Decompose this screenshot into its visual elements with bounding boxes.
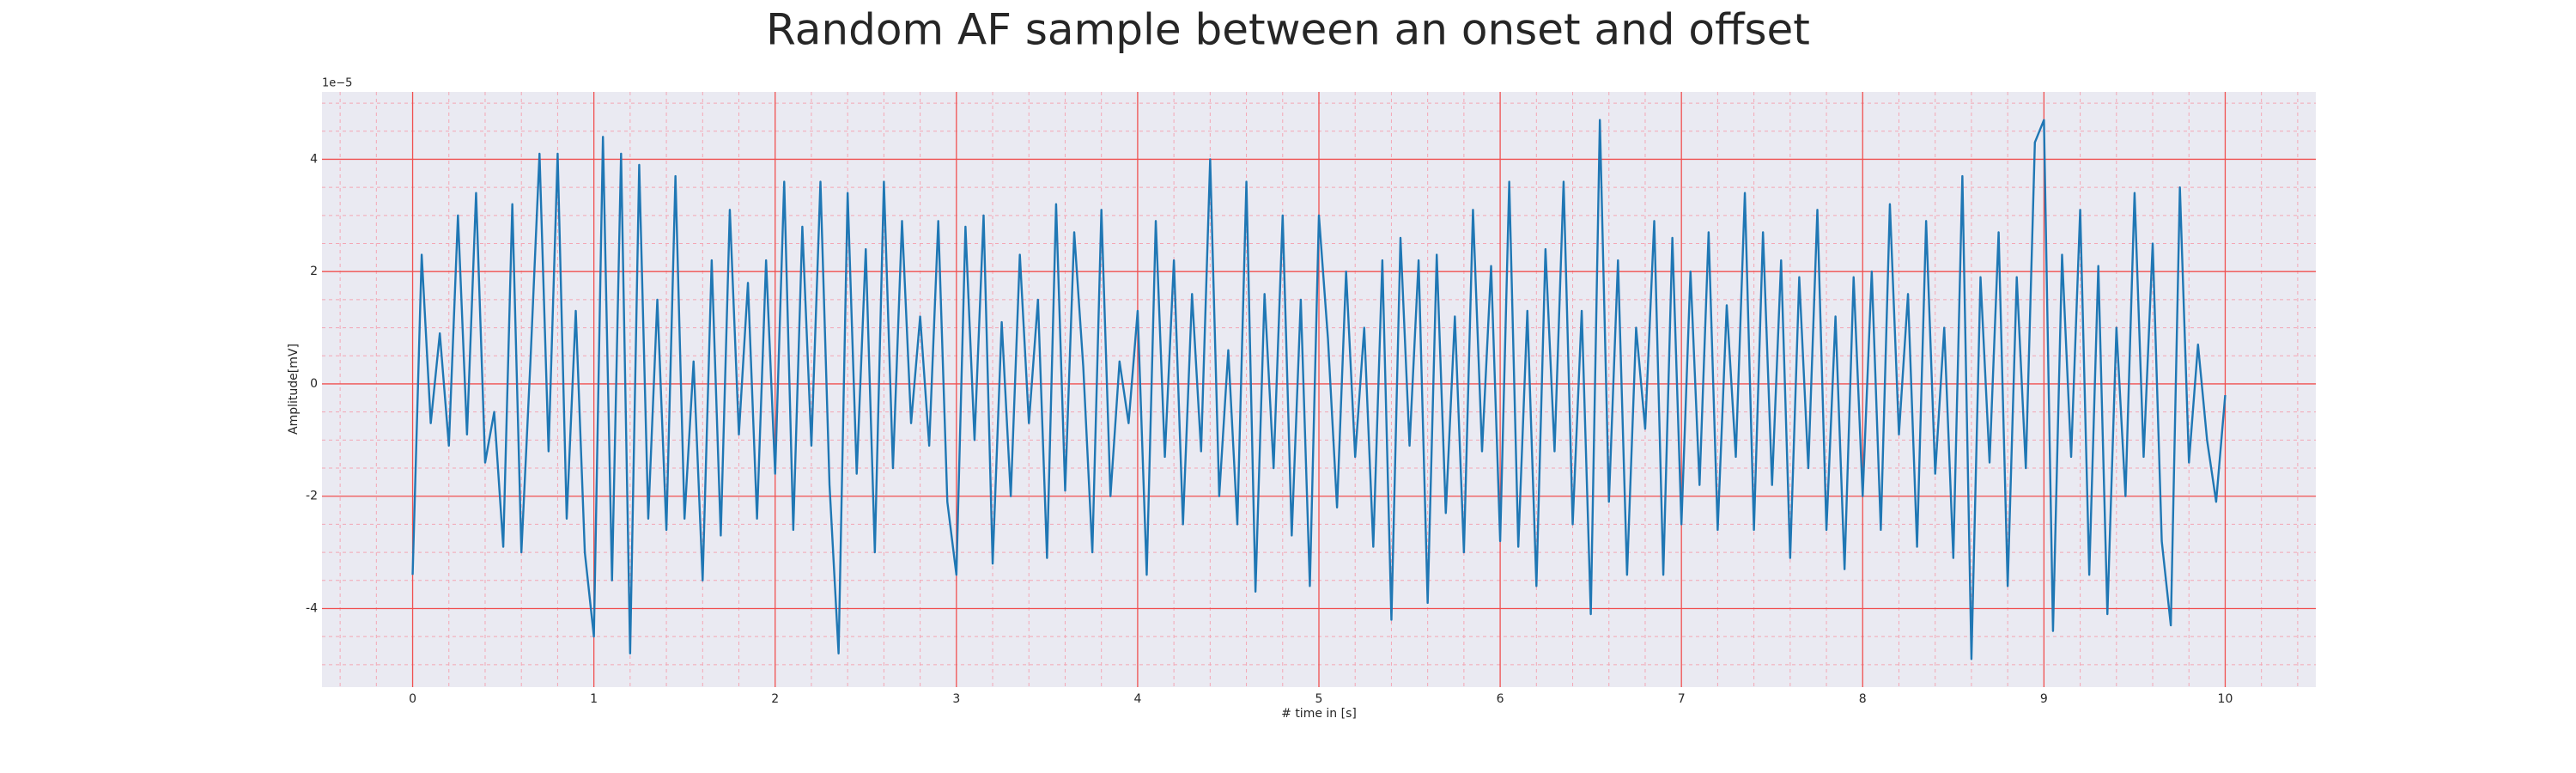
- x-axis-label: # time in [s]: [1281, 707, 1357, 721]
- x-tick-label: 10: [2218, 692, 2233, 706]
- x-tick-label: 2: [771, 692, 779, 706]
- x-tick-label: 4: [1133, 692, 1141, 706]
- x-tick-label: 1: [590, 692, 598, 706]
- y-tick-label: 2: [310, 265, 318, 278]
- x-tick-label: 3: [952, 692, 960, 706]
- x-tick-label: 8: [1859, 692, 1867, 706]
- x-tick-label: 9: [2040, 692, 2048, 706]
- y-tick-label: 4: [310, 152, 318, 166]
- y-tick-label: 0: [310, 377, 318, 391]
- chart-title: Random AF sample between an onset and of…: [766, 5, 1810, 55]
- x-tick-label: 5: [1315, 692, 1323, 706]
- y-offset-label: 1e−5: [322, 77, 352, 90]
- series: [411, 119, 2227, 660]
- x-tick-label: 0: [409, 692, 416, 706]
- major-grid: [322, 92, 2316, 687]
- x-tick-label: 7: [1678, 692, 1686, 706]
- y-tick-label: -4: [306, 601, 318, 615]
- tick-labels: 0 1 2 3 4 5 6 7 8 9 10 -4 -2 0 2 4: [306, 152, 2233, 706]
- x-tick-label: 6: [1497, 692, 1504, 706]
- y-axis-label: Amplitude[mV]: [287, 344, 301, 435]
- y-tick-label: -2: [306, 490, 318, 503]
- signal-line: [411, 119, 2227, 660]
